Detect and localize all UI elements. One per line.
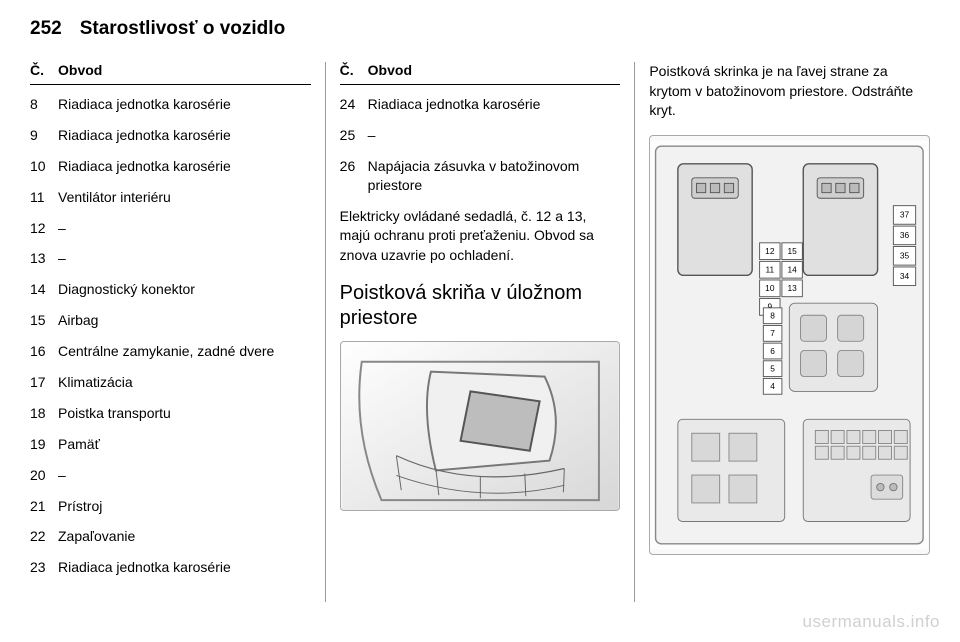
svg-text:5: 5 xyxy=(771,363,776,373)
overload-note: Elektricky ovládané sedadlá, č. 12 a 13,… xyxy=(340,207,621,266)
svg-text:4: 4 xyxy=(771,381,776,391)
table-row: 25– xyxy=(340,126,621,145)
table-row: 9Riadiaca jednotka karosérie xyxy=(30,126,311,145)
table-row: 13– xyxy=(30,249,311,268)
figure-cover-removal xyxy=(340,341,621,511)
row-description: Diagnostický konektor xyxy=(58,280,311,299)
column-1: Č. Obvod 8Riadiaca jednotka karosérie9Ri… xyxy=(30,62,325,602)
svg-text:12: 12 xyxy=(766,246,776,256)
svg-text:14: 14 xyxy=(788,264,798,274)
row-number: 21 xyxy=(30,497,58,516)
page-number: 252 xyxy=(30,18,62,40)
table-row: 17Klimatizácia xyxy=(30,373,311,392)
svg-text:15: 15 xyxy=(788,246,798,256)
svg-text:37: 37 xyxy=(900,210,910,220)
row-description: Riadiaca jednotka karosérie xyxy=(58,95,311,114)
row-number: 26 xyxy=(340,157,368,195)
row-description: Napájacia zásuvka v batožinovom priestor… xyxy=(368,157,621,195)
row-number: 13 xyxy=(30,249,58,268)
table-row: 23Riadiaca jednotka karosérie xyxy=(30,558,311,577)
row-description: – xyxy=(58,219,311,238)
row-number: 15 xyxy=(30,311,58,330)
row-description: Riadiaca jednotka karosérie xyxy=(368,95,621,114)
figure-fusebox-diagram: 1215111410139 37363534 87654 xyxy=(649,135,930,555)
row-number: 25 xyxy=(340,126,368,145)
table-header-circ: Obvod xyxy=(368,62,412,78)
content-columns: Č. Obvod 8Riadiaca jednotka karosérie9Ri… xyxy=(0,52,960,602)
row-description: Zapaľovanie xyxy=(58,527,311,546)
table-row: 24Riadiaca jednotka karosérie xyxy=(340,95,621,114)
svg-text:36: 36 xyxy=(900,230,910,240)
row-number: 18 xyxy=(30,404,58,423)
table-row: 15Airbag xyxy=(30,311,311,330)
table-row: 12– xyxy=(30,219,311,238)
row-description: Riadiaca jednotka karosérie xyxy=(58,126,311,145)
table-row: 18Poistka transportu xyxy=(30,404,311,423)
row-number: 10 xyxy=(30,157,58,176)
row-number: 8 xyxy=(30,95,58,114)
row-number: 17 xyxy=(30,373,58,392)
chapter-title: Starostlivosť o vozidlo xyxy=(80,18,285,40)
page-header: 252 Starostlivosť o vozidlo xyxy=(0,0,960,52)
row-number: 14 xyxy=(30,280,58,299)
row-description: Ventilátor interiéru xyxy=(58,188,311,207)
row-number: 11 xyxy=(30,188,58,207)
svg-text:34: 34 xyxy=(900,271,910,281)
svg-text:11: 11 xyxy=(766,264,775,274)
row-description: – xyxy=(368,126,621,145)
section-title-fusebox: Poistková skriňa v úložnom priestore xyxy=(340,281,621,331)
table-header: Č. Obvod xyxy=(340,62,621,85)
row-description: – xyxy=(58,249,311,268)
table-header: Č. Obvod xyxy=(30,62,311,85)
svg-text:8: 8 xyxy=(771,310,776,320)
svg-text:35: 35 xyxy=(900,250,910,260)
row-number: 20 xyxy=(30,466,58,485)
watermark: usermanuals.info xyxy=(803,612,940,632)
table-row: 16Centrálne zamykanie, zadné dvere xyxy=(30,342,311,361)
row-description: Klimatizácia xyxy=(58,373,311,392)
row-number: 9 xyxy=(30,126,58,145)
svg-text:13: 13 xyxy=(788,283,798,293)
row-description: Prístroj xyxy=(58,497,311,516)
row-description: Centrálne zamykanie, zadné dvere xyxy=(58,342,311,361)
table-header-num: Č. xyxy=(340,62,368,78)
svg-text:6: 6 xyxy=(771,346,776,356)
table-row: 14Diagnostický konektor xyxy=(30,280,311,299)
table-row: 19Pamäť xyxy=(30,435,311,454)
row-description: Poistka transportu xyxy=(58,404,311,423)
row-number: 24 xyxy=(340,95,368,114)
table-row: 26Napájacia zásuvka v batožinovom priest… xyxy=(340,157,621,195)
column-3: Poistková skrinka je na ľavej strane za … xyxy=(634,62,930,602)
row-number: 16 xyxy=(30,342,58,361)
fusebox-location-note: Poistková skrinka je na ľavej strane za … xyxy=(649,62,930,121)
table-row: 21Prístroj xyxy=(30,497,311,516)
table-row: 8Riadiaca jednotka karosérie xyxy=(30,95,311,114)
svg-text:10: 10 xyxy=(766,283,776,293)
table-header-num: Č. xyxy=(30,62,58,78)
row-description: Pamäť xyxy=(58,435,311,454)
row-number: 22 xyxy=(30,527,58,546)
row-description: Airbag xyxy=(58,311,311,330)
row-number: 23 xyxy=(30,558,58,577)
table-row: 22Zapaľovanie xyxy=(30,527,311,546)
row-number: 19 xyxy=(30,435,58,454)
row-number: 12 xyxy=(30,219,58,238)
column-2: Č. Obvod 24Riadiaca jednotka karosérie25… xyxy=(325,62,635,602)
table-row: 10Riadiaca jednotka karosérie xyxy=(30,157,311,176)
table-row: 20– xyxy=(30,466,311,485)
svg-text:7: 7 xyxy=(771,328,776,338)
table-row: 11Ventilátor interiéru xyxy=(30,188,311,207)
row-description: Riadiaca jednotka karosérie xyxy=(58,157,311,176)
row-description: Riadiaca jednotka karosérie xyxy=(58,558,311,577)
table-header-circ: Obvod xyxy=(58,62,102,78)
row-description: – xyxy=(58,466,311,485)
